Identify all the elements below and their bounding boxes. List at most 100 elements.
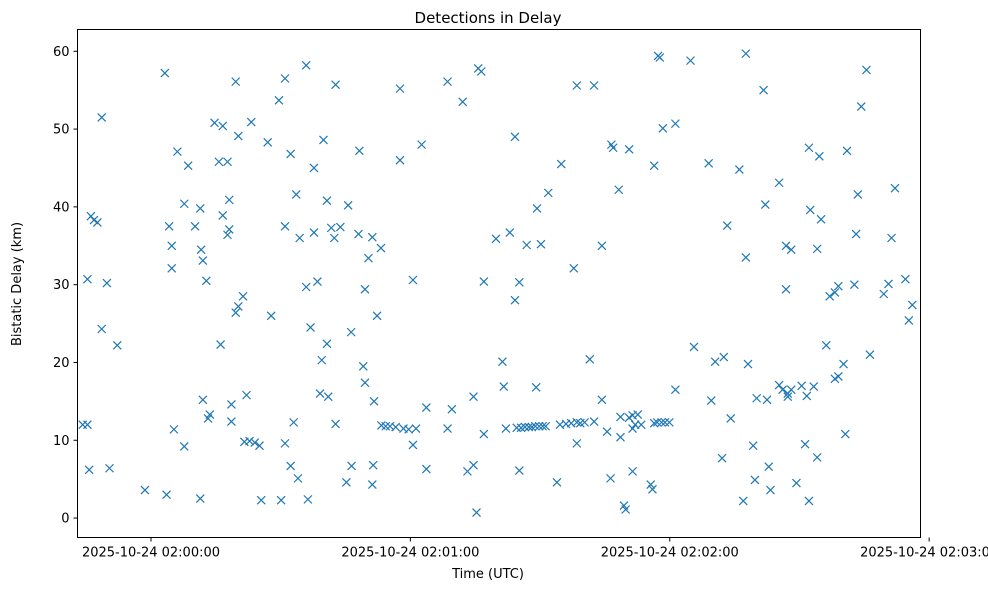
data-point-marker xyxy=(169,424,179,434)
data-point-marker xyxy=(719,352,729,362)
data-point-marker xyxy=(538,421,548,431)
data-point-marker xyxy=(331,419,341,429)
data-point-marker xyxy=(190,221,200,231)
data-point-marker xyxy=(354,229,363,239)
data-point-marker xyxy=(289,417,299,427)
data-point-marker xyxy=(319,135,328,145)
data-point-marker xyxy=(652,417,662,427)
data-point-marker xyxy=(286,149,296,159)
data-point-marker xyxy=(224,195,234,205)
data-point-marker xyxy=(534,421,544,431)
data-point-marker xyxy=(421,464,431,474)
data-point-marker xyxy=(760,200,770,209)
data-point-marker xyxy=(833,281,843,291)
data-point-marker xyxy=(233,302,243,311)
data-point-marker xyxy=(164,221,174,231)
data-point-marker xyxy=(105,463,114,473)
data-point-marker xyxy=(614,185,624,195)
data-point-marker xyxy=(602,427,612,437)
data-point-marker xyxy=(781,241,791,251)
data-point-marker xyxy=(865,350,875,360)
data-point-marker xyxy=(140,485,150,495)
data-point-marker xyxy=(469,460,478,470)
data-point-marker xyxy=(804,143,814,153)
data-point-marker xyxy=(326,223,336,233)
data-point-marker xyxy=(238,291,248,301)
data-point-marker xyxy=(783,392,793,402)
data-point-marker xyxy=(510,295,520,305)
data-point-marker xyxy=(226,400,236,409)
data-point-marker xyxy=(887,233,896,243)
data-point-marker xyxy=(246,117,256,127)
data-point-marker xyxy=(833,372,843,381)
data-point-marker xyxy=(183,161,193,171)
data-point-marker xyxy=(738,496,748,506)
data-point-marker xyxy=(552,477,562,487)
data-point-marker xyxy=(276,495,286,505)
data-point-marker xyxy=(633,410,643,420)
data-point-marker xyxy=(280,74,290,83)
data-point-marker xyxy=(231,77,241,87)
data-point-marker xyxy=(97,324,107,334)
data-point-marker xyxy=(329,233,339,243)
data-point-marker xyxy=(479,277,489,286)
data-point-marker xyxy=(498,357,507,367)
data-point-marker xyxy=(717,453,727,463)
data-point-marker xyxy=(774,380,784,390)
data-point-marker xyxy=(814,151,824,161)
data-point-marker xyxy=(825,291,835,301)
data-point-marker xyxy=(196,245,206,255)
data-point-marker xyxy=(774,178,784,188)
data-point-marker xyxy=(704,158,714,168)
data-point-marker xyxy=(764,462,774,472)
data-point-marker xyxy=(97,112,107,122)
data-point-marker xyxy=(660,417,670,427)
data-point-marker xyxy=(804,496,814,506)
data-point-marker xyxy=(541,421,551,431)
data-point-marker xyxy=(608,143,618,153)
data-point-marker xyxy=(792,478,801,488)
data-point-marker xyxy=(648,484,657,494)
data-point-marker xyxy=(805,205,815,215)
data-point-marker xyxy=(840,429,850,439)
data-point-marker xyxy=(341,477,351,487)
data-point-marker xyxy=(572,438,582,448)
data-point-marker xyxy=(501,424,511,434)
data-point-marker xyxy=(741,49,751,59)
data-point-marker xyxy=(266,311,276,321)
data-point-marker xyxy=(710,357,720,367)
data-point-marker xyxy=(621,505,631,514)
data-point-marker xyxy=(195,204,205,213)
y-axis-ticks: 0 10 20 30 40 50 60 xyxy=(53,45,78,527)
data-point-marker xyxy=(816,214,826,224)
data-point-marker xyxy=(92,218,102,227)
data-point-marker xyxy=(658,123,668,133)
data-point-marker xyxy=(162,490,171,500)
data-point-marker xyxy=(360,378,370,388)
data-point-marker xyxy=(522,240,532,250)
data-point-marker xyxy=(367,232,377,242)
y-tick-label: 10 xyxy=(53,434,70,449)
data-point-marker xyxy=(301,60,311,70)
data-point-marker xyxy=(210,118,219,128)
data-point-marker xyxy=(606,473,615,483)
data-point-marker xyxy=(256,495,266,505)
data-point-marker xyxy=(391,422,401,432)
data-point-marker xyxy=(280,438,290,448)
data-point-marker xyxy=(198,256,208,265)
data-point-marker xyxy=(510,132,520,142)
data-point-marker xyxy=(624,144,634,154)
data-point-marker xyxy=(670,385,680,395)
data-point-marker xyxy=(851,229,861,239)
data-point-marker xyxy=(443,77,452,87)
data-point-marker xyxy=(201,276,211,286)
data-point-marker xyxy=(421,403,431,413)
data-point-marker xyxy=(218,121,228,131)
data-point-marker xyxy=(360,284,370,294)
data-point-marker xyxy=(842,146,852,156)
data-point-marker xyxy=(102,278,112,288)
data-point-marker xyxy=(293,473,303,483)
data-point-marker xyxy=(408,275,418,285)
data-point-marker xyxy=(531,382,541,392)
